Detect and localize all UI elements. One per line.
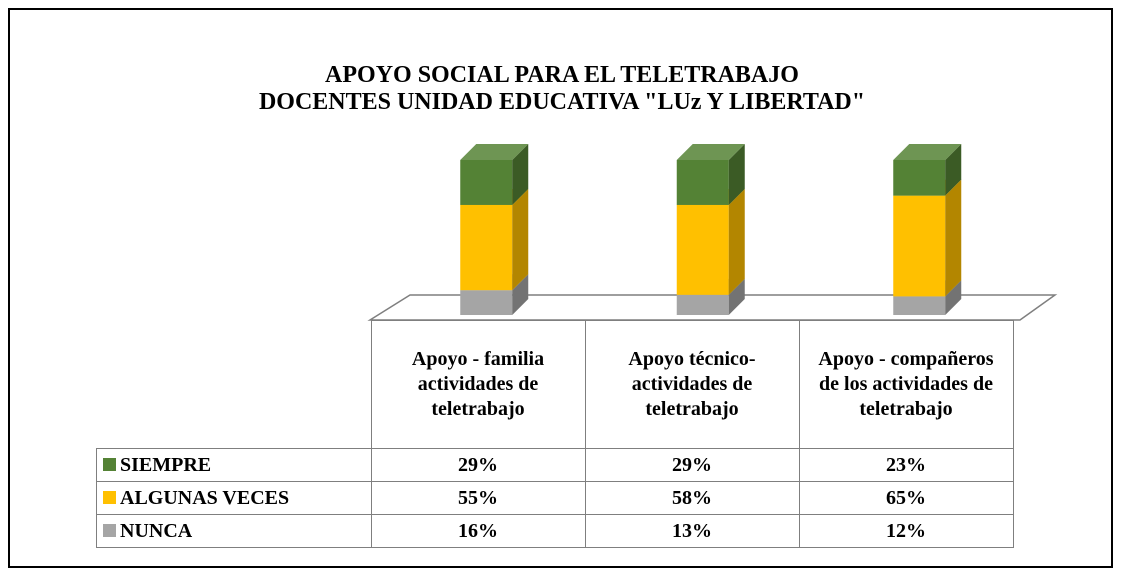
value-label: 58% xyxy=(584,481,800,515)
bar-top xyxy=(676,144,745,160)
value-label: 23% xyxy=(798,448,1014,482)
header-row: Apoyo - familia actividades de teletraba… xyxy=(97,320,1014,449)
bar-side xyxy=(728,144,745,205)
bar-side xyxy=(728,188,745,295)
bar-side xyxy=(512,188,529,291)
value-label: 12% xyxy=(798,514,1014,548)
legend-swatch xyxy=(103,523,116,537)
value-label: 65% xyxy=(798,481,1014,515)
bar-front xyxy=(460,160,513,205)
title-block: APOYO SOCIAL PARA EL TELETRABAJO DOCENTE… xyxy=(0,62,1124,116)
legend-swatch xyxy=(103,490,116,504)
legend-swatch xyxy=(103,457,116,471)
chart-subtitle: DOCENTES UNIDAD EDUCATIVA "LUz Y LIBERTA… xyxy=(258,89,866,115)
series-row: NUNCA 16% 13% 12% xyxy=(96,514,1014,548)
value-label: 13% xyxy=(584,514,800,548)
category-label: Apoyo técnico-actividades de teletrabajo xyxy=(584,320,800,449)
value-label: 16% xyxy=(370,514,586,548)
bar-front xyxy=(893,160,946,196)
legend-cell: SIEMPRE xyxy=(96,448,372,482)
bar-top xyxy=(460,144,529,160)
value-label: 55% xyxy=(370,481,586,515)
bar-side xyxy=(945,179,962,297)
category-label: Apoyo - compañeros de los actividades de… xyxy=(798,320,1014,449)
bar-front xyxy=(460,204,513,291)
bar-side xyxy=(945,144,962,196)
legend-label: SIEMPRE xyxy=(120,453,212,476)
bar-top xyxy=(893,144,962,160)
series-row: SIEMPRE 29% 29% 23% xyxy=(96,448,1014,482)
bar-side xyxy=(728,278,745,315)
legend-label: ALGUNAS VECES xyxy=(120,486,290,509)
blank-cell xyxy=(97,321,372,449)
bar-front xyxy=(460,290,513,315)
bar-side xyxy=(945,280,962,315)
series-row: ALGUNAS VECES 55% 58% 65% xyxy=(96,481,1014,515)
value-label: 29% xyxy=(584,448,800,482)
legend-label: NUNCA xyxy=(120,519,193,542)
bar-front xyxy=(676,204,729,295)
bar-front xyxy=(676,294,729,315)
bar-front xyxy=(676,160,729,205)
chart-title: APOYO SOCIAL PARA EL TELETRABAJO xyxy=(325,62,799,88)
category-label: Apoyo - familia actividades de teletraba… xyxy=(370,320,586,449)
legend-cell: ALGUNAS VECES xyxy=(96,481,372,515)
bar-front xyxy=(893,195,946,297)
data-table: Apoyo - familia actividades de teletraba… xyxy=(96,320,1014,548)
legend-cell: NUNCA xyxy=(96,514,372,548)
value-label: 29% xyxy=(370,448,586,482)
bar-front xyxy=(893,296,946,315)
bar-side xyxy=(512,144,529,205)
bar-side xyxy=(512,274,529,315)
